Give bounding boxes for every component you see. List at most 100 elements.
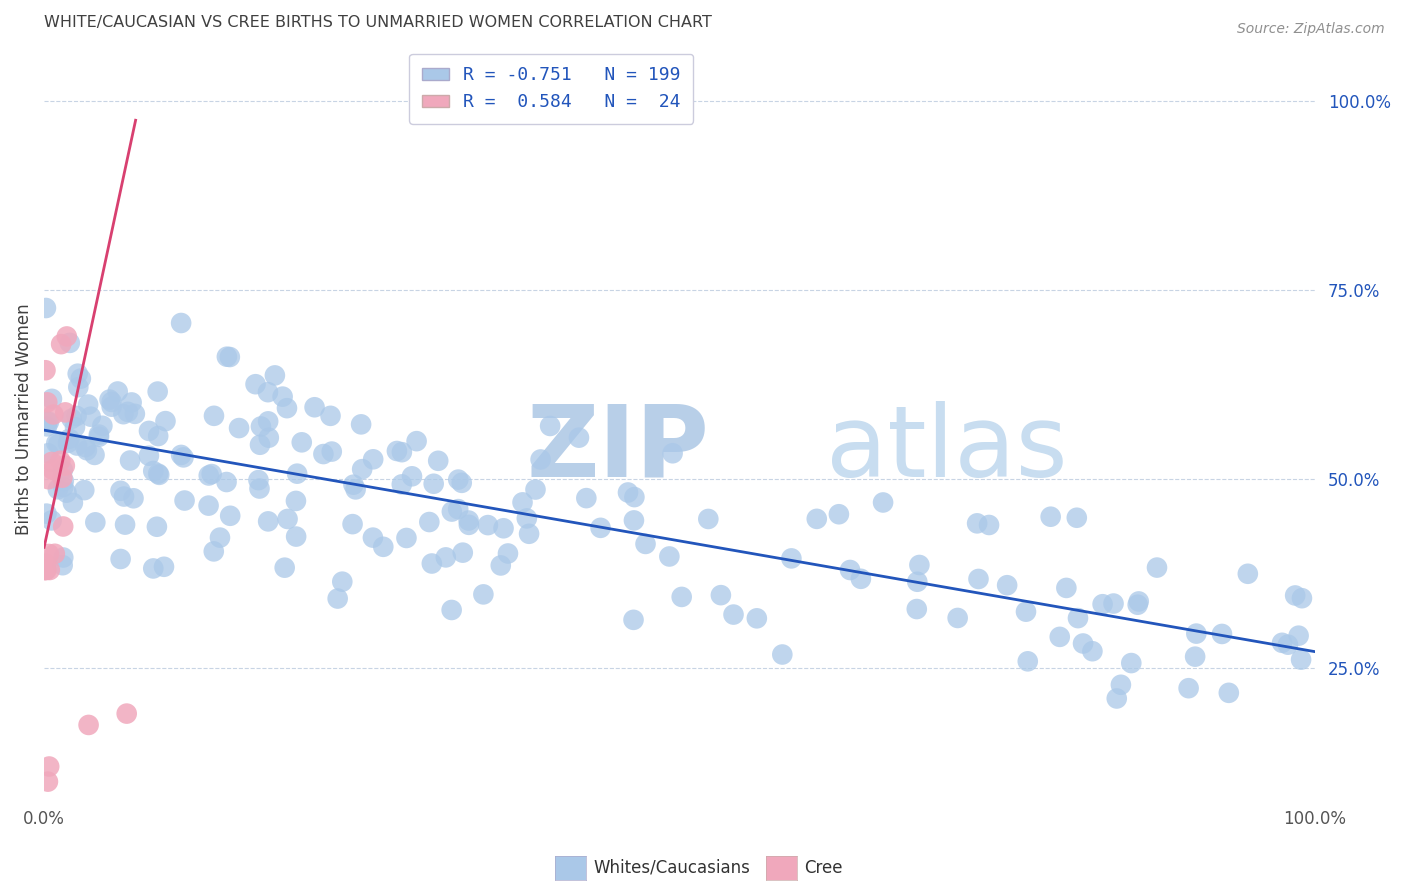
Point — [60, 412, 83, 426]
Point — [56, 329, 79, 343]
Point — [52, 519, 75, 533]
Point — [55, 485, 77, 500]
Point — [218, 350, 240, 364]
Point — [780, 551, 803, 566]
Point — [245, 377, 267, 392]
Point — [53, 405, 76, 419]
Point — [138, 424, 160, 438]
Point — [422, 476, 444, 491]
Point — [91, 418, 114, 433]
Point — [66, 367, 89, 381]
Point — [107, 384, 129, 399]
Point — [66, 438, 89, 452]
Point — [312, 447, 335, 461]
Point — [70, 371, 93, 385]
Point — [77, 398, 100, 412]
Point — [115, 706, 138, 721]
Point — [1121, 656, 1143, 670]
Point — [138, 449, 160, 463]
Point — [995, 578, 1018, 592]
Point — [117, 405, 139, 419]
Point — [291, 435, 314, 450]
Point — [155, 414, 177, 428]
Point — [391, 445, 413, 459]
Point — [451, 546, 474, 560]
Point — [529, 452, 551, 467]
Point — [1091, 597, 1114, 611]
Point — [1288, 629, 1310, 643]
Point — [219, 508, 242, 523]
Point — [1237, 566, 1260, 581]
Point — [80, 409, 103, 424]
Point — [634, 537, 657, 551]
Text: Source: ZipAtlas.com: Source: ZipAtlas.com — [1237, 22, 1385, 37]
Point — [492, 521, 515, 535]
Point — [173, 493, 195, 508]
Point — [361, 531, 384, 545]
Point — [41, 392, 63, 406]
Point — [1126, 598, 1149, 612]
Point — [440, 603, 463, 617]
Point — [524, 483, 547, 497]
Text: Cree: Cree — [804, 859, 842, 877]
Point — [1128, 594, 1150, 608]
Point — [146, 520, 169, 534]
Point — [38, 547, 60, 561]
Point — [51, 471, 73, 485]
Point — [56, 436, 79, 450]
Point — [148, 429, 170, 443]
Point — [617, 485, 640, 500]
Legend: R = -0.751   N = 199, R =  0.584   N =  24: R = -0.751 N = 199, R = 0.584 N = 24 — [409, 54, 693, 124]
Point — [977, 518, 1000, 533]
Point — [623, 490, 645, 504]
Point — [170, 448, 193, 462]
Point — [671, 590, 693, 604]
Point — [73, 483, 96, 497]
Point — [661, 446, 683, 460]
Point — [48, 437, 70, 451]
Point — [745, 611, 768, 625]
Point — [153, 559, 176, 574]
Point — [966, 516, 988, 531]
Point — [65, 409, 87, 423]
Point — [472, 587, 495, 601]
Point — [623, 613, 645, 627]
Point — [304, 401, 326, 415]
Point — [52, 463, 75, 477]
Point — [589, 521, 612, 535]
Point — [197, 499, 219, 513]
Text: ZIP: ZIP — [527, 401, 710, 498]
Point — [330, 574, 353, 589]
Point — [1211, 627, 1233, 641]
Text: Whites/Caucasians: Whites/Caucasians — [593, 859, 751, 877]
Point — [1054, 581, 1077, 595]
Point — [83, 448, 105, 462]
Point — [37, 415, 59, 429]
Point — [440, 504, 463, 518]
Point — [1039, 509, 1062, 524]
Point — [872, 495, 894, 509]
Point — [100, 395, 122, 409]
Point — [344, 483, 367, 497]
Point — [1271, 636, 1294, 650]
Point — [276, 401, 298, 416]
Point — [84, 516, 107, 530]
Point — [35, 419, 58, 434]
Point — [496, 547, 519, 561]
Point — [512, 495, 534, 509]
Point — [215, 350, 238, 364]
Point — [110, 552, 132, 566]
Point — [489, 558, 512, 573]
Point — [114, 517, 136, 532]
Point — [197, 468, 219, 483]
Point — [100, 400, 122, 414]
Point — [35, 563, 58, 577]
Point — [538, 419, 561, 434]
Point — [1102, 597, 1125, 611]
Point — [1284, 589, 1306, 603]
Point — [38, 415, 60, 429]
Point — [63, 420, 86, 434]
Point — [87, 427, 110, 442]
Point — [37, 774, 59, 789]
Point — [285, 530, 308, 544]
